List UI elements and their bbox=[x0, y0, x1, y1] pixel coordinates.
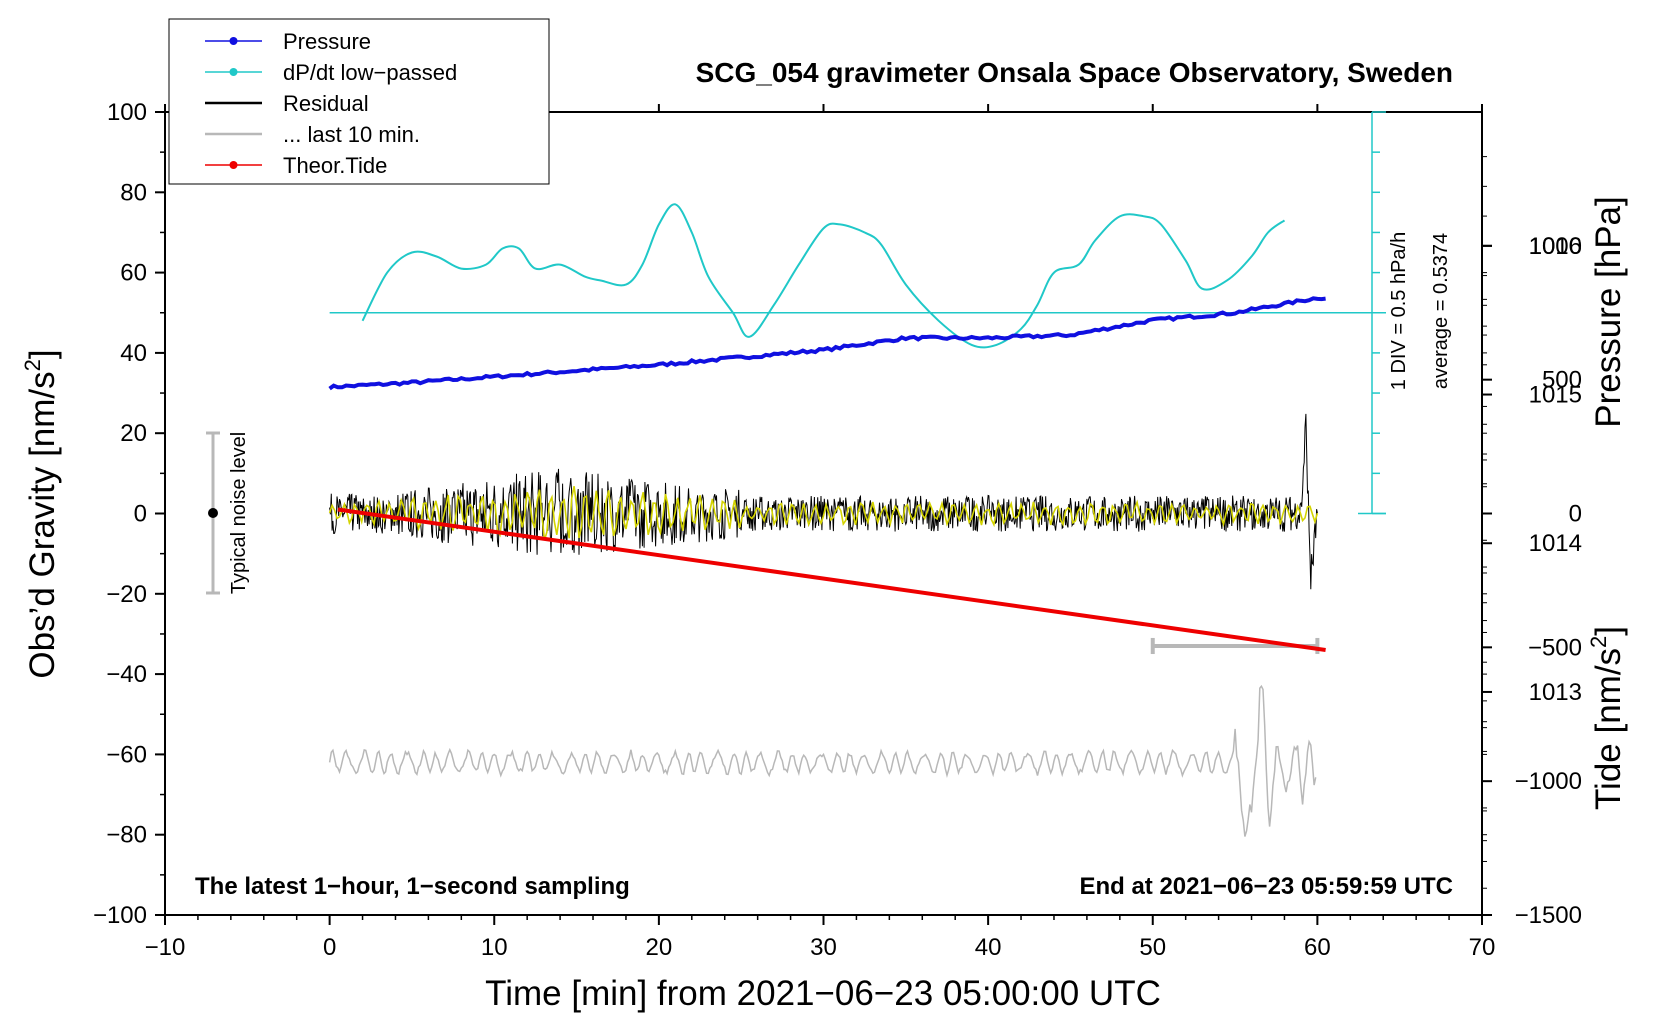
y-axis-label-main: Obs’d Gravity [nm/s bbox=[23, 371, 62, 678]
y-axis-tide: −1500 −1000 −500 0 500 1000 bbox=[1482, 233, 1582, 929]
y-tick-label: 100 bbox=[107, 99, 147, 126]
tide-tick-label: 1000 bbox=[1529, 233, 1582, 260]
series-layer bbox=[328, 111, 1386, 837]
y-tick-label: 20 bbox=[120, 420, 147, 447]
div-annotation: 1 DIV = 0.5 hPa/h bbox=[1388, 232, 1410, 390]
y-tick-label: −40 bbox=[106, 661, 147, 688]
legend-label: dP/dt low−passed bbox=[283, 60, 457, 85]
y-tick-label: −60 bbox=[106, 741, 147, 768]
tide-axis-label: Tide [nm/s2] bbox=[1586, 626, 1628, 810]
pressure-tick-label: 1014 bbox=[1529, 530, 1582, 557]
noise-bar-dot bbox=[208, 508, 218, 518]
legend: Pressure dP/dt low−passed Residual ... last… bbox=[168, 18, 550, 185]
tide-tick-label: 500 bbox=[1542, 367, 1582, 394]
y-tick-label: 80 bbox=[120, 179, 147, 206]
y-tick-label: 60 bbox=[120, 260, 147, 287]
x-tick-label: 20 bbox=[646, 934, 673, 961]
tide-tick-label: −500 bbox=[1528, 634, 1582, 661]
x-tick-label: −10 bbox=[145, 934, 186, 961]
tide-axis-label-sup: 2 bbox=[1586, 636, 1611, 648]
y-tick-label: 40 bbox=[120, 340, 147, 367]
y-tick-label: −20 bbox=[106, 581, 147, 608]
y-axis-label-close: ] bbox=[23, 349, 62, 359]
pressure-tick-label: 1015 bbox=[1529, 382, 1582, 409]
y-tick-label: 0 bbox=[134, 501, 147, 528]
pressure-tick-label: 1016 bbox=[1529, 233, 1582, 260]
y-axis-gravity: −100 −80 −60 −40 −20 0 20 40 60 80 100 bbox=[93, 99, 165, 929]
legend-marker bbox=[229, 161, 238, 169]
legend-marker bbox=[229, 37, 238, 45]
chart-title: SCG_054 gravimeter Onsala Space Observat… bbox=[696, 57, 1453, 88]
pressure-tick-label: 1013 bbox=[1529, 679, 1582, 706]
legend-label: Theor.Tide bbox=[283, 153, 387, 178]
avg-annotation: average = 0.5374 bbox=[1430, 233, 1452, 389]
y-axis-label-sup: 2 bbox=[20, 359, 45, 371]
x-tick-label: 10 bbox=[481, 934, 508, 961]
legend-label: Residual bbox=[283, 91, 369, 116]
legend-label: ... last 10 min. bbox=[283, 122, 420, 147]
legend-label: Pressure bbox=[283, 29, 371, 54]
x-tick-label: 0 bbox=[323, 934, 336, 961]
series-residual-smoothed bbox=[328, 486, 1319, 541]
series-residual bbox=[329, 413, 1318, 590]
series-dpdt bbox=[361, 203, 1286, 349]
x-axis: −10 0 10 20 30 40 50 60 70 bbox=[145, 104, 1496, 961]
y-tick-label: −100 bbox=[93, 902, 147, 929]
tide-tick-label: −1000 bbox=[1515, 768, 1582, 795]
y-axis-pressure: 1013 1014 1015 1016 bbox=[1482, 156, 1582, 842]
x-tick-label: 60 bbox=[1304, 934, 1331, 961]
y-tick-label: −80 bbox=[106, 822, 147, 849]
x-tick-label: 40 bbox=[975, 934, 1002, 961]
x-tick-label: 50 bbox=[1139, 934, 1166, 961]
sampling-note: The latest 1−hour, 1−second sampling bbox=[195, 873, 630, 900]
series-theor-tide bbox=[337, 507, 1326, 652]
tide-tick-label: −1500 bbox=[1515, 902, 1582, 929]
series-pressure bbox=[328, 296, 1326, 391]
y-axis-label: Obs’d Gravity [nm/s2] bbox=[20, 349, 62, 678]
pressure-axis-label: Pressure [hPa] bbox=[1589, 196, 1628, 428]
x-tick-label: 70 bbox=[1469, 934, 1496, 961]
tide-axis-label-main: Tide [nm/s bbox=[1589, 648, 1628, 810]
legend-box bbox=[168, 18, 550, 185]
tide-tick-label: 0 bbox=[1569, 501, 1582, 528]
legend-marker bbox=[229, 68, 238, 76]
noise-label: Typical noise level bbox=[228, 432, 250, 594]
tide-axis-label-close: ] bbox=[1589, 626, 1628, 636]
series-last-10-min bbox=[328, 684, 1317, 837]
end-time-note: End at 2021−06−23 05:59:59 UTC bbox=[1079, 873, 1453, 900]
x-axis-label: Time [min] from 2021−06−23 05:00:00 UTC bbox=[485, 974, 1161, 1013]
x-tick-label: 30 bbox=[810, 934, 837, 961]
